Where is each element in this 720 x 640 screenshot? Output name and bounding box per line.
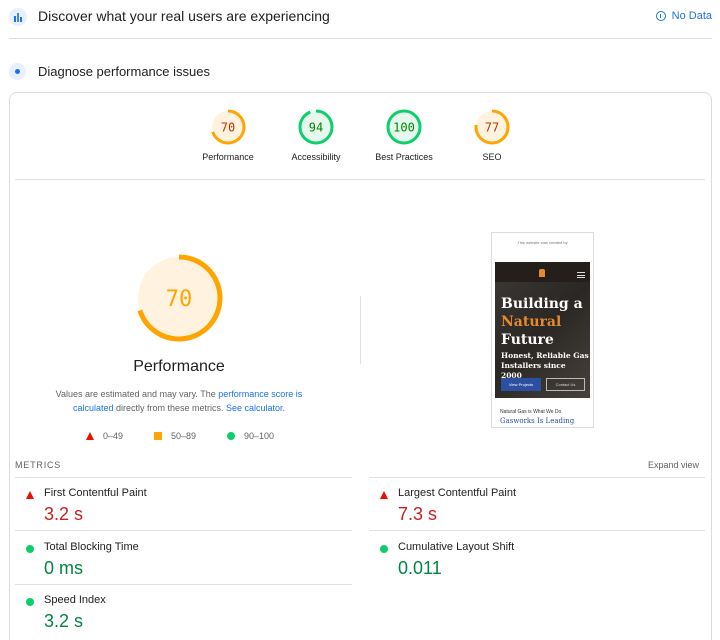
performance-big-gauge: 70 <box>135 254 223 342</box>
users-chart-icon <box>9 8 27 26</box>
triangle-icon <box>86 432 94 440</box>
circle-icon <box>380 545 388 553</box>
gauges-divider <box>15 179 705 180</box>
metrics-divider <box>15 584 352 585</box>
triangle-icon <box>380 491 388 499</box>
performance-note: Values are estimated and may vary. The p… <box>45 387 313 415</box>
metric-name: Cumulative Layout Shift <box>398 541 515 553</box>
screenshot-subheading: Honest, Reliable Gas Installers since 20… <box>501 351 589 380</box>
metric-value: 0 ms <box>44 558 84 578</box>
svg-text:70: 70 <box>166 287 193 312</box>
metric-value: 0.011 <box>398 558 442 578</box>
metric-name: Speed Index <box>44 594 106 606</box>
no-data-label: No Data <box>671 10 712 22</box>
diagnose-title: Diagnose performance issues <box>38 64 210 79</box>
lighthouse-report-card <box>9 92 712 640</box>
heading-line: Building a <box>501 296 583 312</box>
see-calculator-link[interactable]: See calculator. <box>226 403 286 413</box>
legend-average: 50–89 <box>154 431 196 441</box>
circle-icon <box>26 545 34 553</box>
svg-text:70: 70 <box>221 121 235 135</box>
triangle-icon <box>26 491 34 499</box>
final-screenshot[interactable]: This website was created by Building a N… <box>491 232 594 428</box>
metric-speed-index: Speed Index 3.2 s <box>15 588 345 638</box>
gauge-performance[interactable]: 70 Performance <box>190 108 266 162</box>
screenshot-hero: Building a Natural Future Honest, Reliab… <box>495 262 590 398</box>
gauge-label: Best Practices <box>375 152 433 162</box>
metrics-divider <box>15 530 352 531</box>
crux-title: Discover what your real users are experi… <box>38 8 330 24</box>
svg-text:94: 94 <box>309 121 323 135</box>
metric-first-contentful-paint: First Contentful Paint 3.2 s <box>15 481 345 531</box>
metrics-header: METRICS <box>15 460 62 470</box>
flame-logo-icon <box>539 269 545 277</box>
note-text: directly from these metrics. <box>113 403 226 413</box>
legend-good-label: 90–100 <box>244 431 275 441</box>
gauge-label: Performance <box>202 152 254 162</box>
gauge-label: Accessibility <box>291 152 341 162</box>
metric-name: First Contentful Paint <box>44 487 147 499</box>
gauge-accessibility[interactable]: 94 Accessibility <box>278 108 354 162</box>
metric-largest-contentful-paint: Largest Contentful Paint 7.3 s <box>369 481 699 531</box>
metrics-divider <box>15 477 352 478</box>
metric-value: 3.2 s <box>44 504 84 524</box>
gauge-ring: 100 <box>386 109 422 145</box>
score-legend: 0–49 50–89 90–100 <box>86 431 286 445</box>
info-icon <box>655 11 666 21</box>
circle-icon <box>26 598 34 606</box>
metric-name: Total Blocking Time <box>44 541 139 553</box>
circle-icon <box>227 432 235 440</box>
note-text: Values are estimated and may vary. The <box>55 389 219 399</box>
metric-total-blocking-time: Total Blocking Time 0 ms <box>15 535 345 585</box>
screenshot-heading: Building a Natural Future <box>501 295 583 349</box>
performance-title: Performance <box>133 358 225 375</box>
heading-line: Future <box>501 332 554 348</box>
legend-average-label: 50–89 <box>171 431 197 441</box>
gauge-seo[interactable]: 77 SEO <box>454 108 530 162</box>
screenshot-caption: Natural Gas is What We Do <box>500 409 562 415</box>
metric-name: Largest Contentful Paint <box>398 487 517 499</box>
gauge-ring: 77 <box>474 109 510 145</box>
performance-score-link[interactable]: performance score is calculated <box>72 389 303 413</box>
svg-text:100: 100 <box>393 121 415 135</box>
square-icon <box>154 432 162 440</box>
section-divider <box>9 38 712 39</box>
no-data-indicator[interactable]: No Data <box>655 10 712 22</box>
gauge-best-practices[interactable]: 100 Best Practices <box>366 108 442 162</box>
metric-value: 7.3 s <box>398 504 438 524</box>
lab-data-icon <box>9 63 26 80</box>
gauge-ring: 70 <box>210 109 246 145</box>
gauge-label: SEO <box>482 152 502 162</box>
metric-cumulative-layout-shift: Cumulative Layout Shift 0.011 <box>369 535 699 585</box>
screenshot-caption-heading: Gasworks Is Leading <box>500 417 575 425</box>
metrics-divider <box>369 530 705 531</box>
screenshot-primary-button: View Projects <box>501 378 541 391</box>
heading-line-accent: Natural <box>501 314 562 330</box>
svg-text:77: 77 <box>485 121 499 135</box>
screenshot-secondary-button: Contact Us <box>546 378 585 391</box>
metrics-divider <box>369 477 705 478</box>
legend-poor-label: 0–49 <box>103 431 124 441</box>
menu-icon <box>577 272 585 278</box>
diagnose-section-header: Diagnose performance issues <box>0 60 720 84</box>
legend-poor: 0–49 <box>86 431 123 441</box>
metric-value: 3.2 s <box>44 611 84 631</box>
crux-section: Discover what your real users are experi… <box>0 0 720 38</box>
expand-view-button[interactable]: Expand view <box>647 460 699 470</box>
legend-good: 90–100 <box>227 431 274 441</box>
gauge-ring: 94 <box>298 109 334 145</box>
screenshot-topbar: This website was created by <box>517 240 568 245</box>
vertical-divider <box>360 296 361 364</box>
